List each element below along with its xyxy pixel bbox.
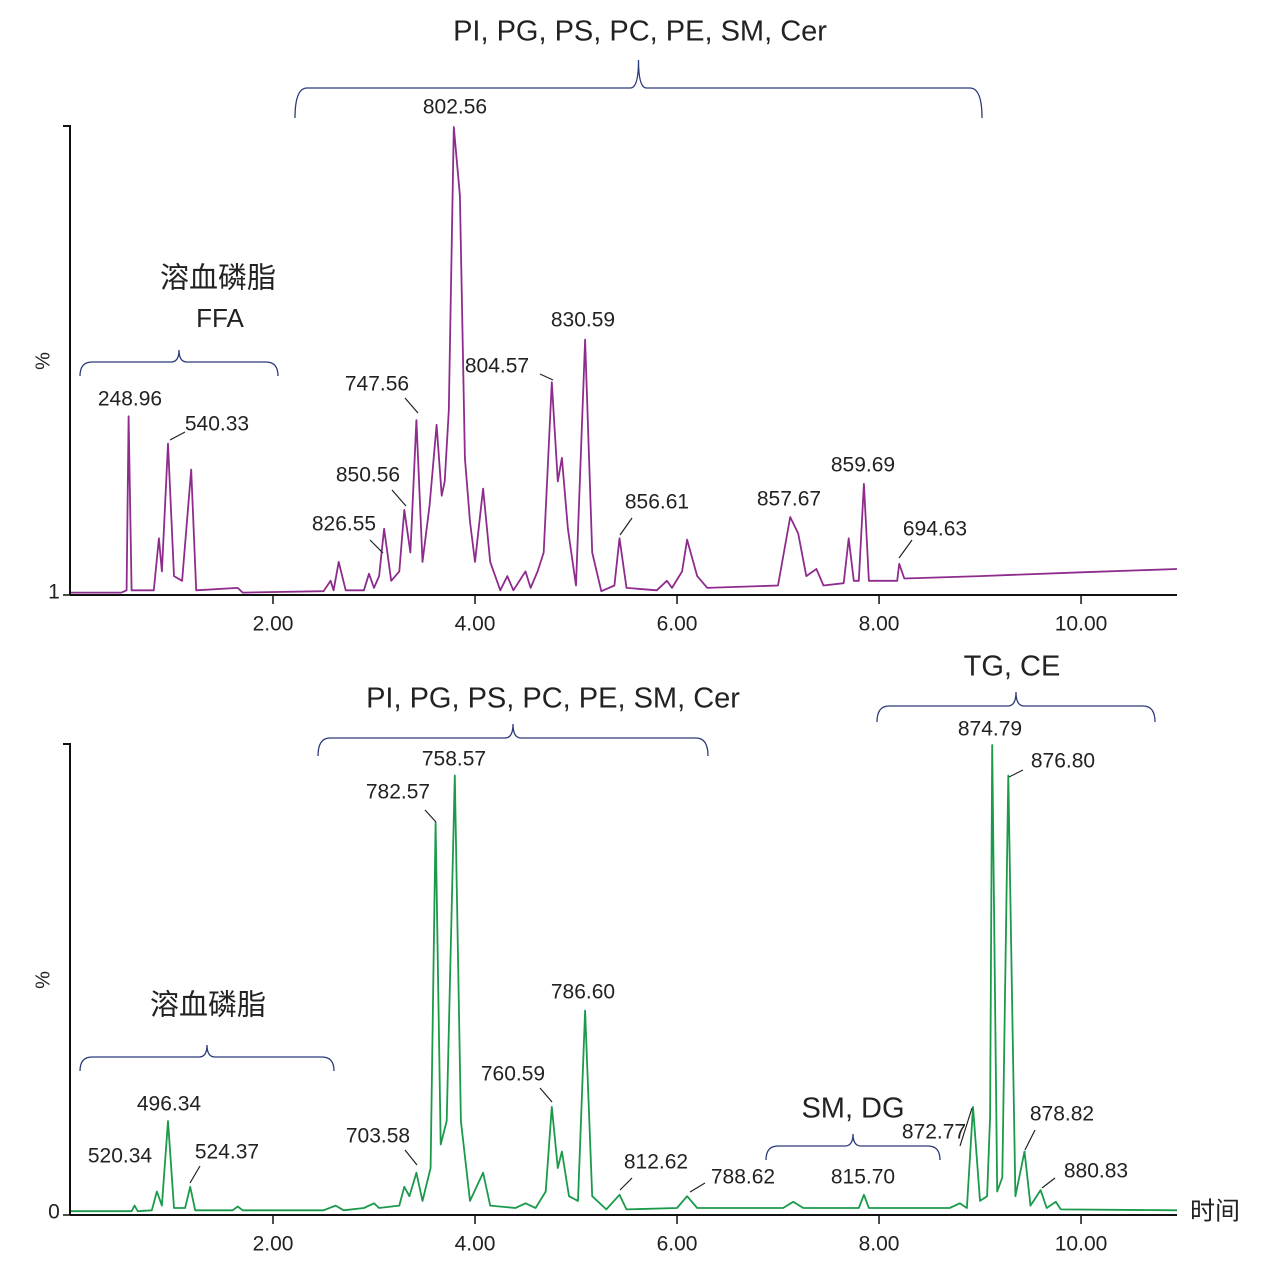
y-axis-label: % <box>32 971 54 989</box>
group-bracket <box>876 691 1156 723</box>
group-sublabel: FFA <box>196 303 244 333</box>
peak-leader <box>189 1165 201 1184</box>
peak-leader <box>619 1177 633 1191</box>
x-tick-label: 2.00 <box>253 613 294 636</box>
x-tick-label: 4.00 <box>455 1233 496 1256</box>
peak-leader <box>391 489 407 507</box>
y-axis-label: % <box>32 352 54 370</box>
peak-label: 872.77 <box>902 1121 966 1144</box>
peak-label: 880.83 <box>1064 1160 1128 1183</box>
x-tick-label: 8.00 <box>859 1233 900 1256</box>
peak-label: 786.60 <box>551 981 615 1004</box>
chromatogram-trace <box>71 744 1178 1213</box>
peak-leader <box>689 1182 706 1193</box>
x-tick-label: 10.00 <box>1055 613 1108 636</box>
group-bracket <box>79 349 279 377</box>
peak-label: 747.56 <box>345 373 409 396</box>
y-tick-label: 0 <box>48 1201 60 1224</box>
peak-label: 804.57 <box>465 355 529 378</box>
peak-leader <box>539 373 554 381</box>
peak-label: 874.79 <box>958 718 1022 741</box>
peak-label: 760.59 <box>481 1063 545 1086</box>
peak-leader <box>369 539 384 554</box>
y-tick-label: 1 <box>48 581 60 604</box>
peak-leader <box>539 1087 553 1103</box>
x-tick-label: 6.00 <box>657 613 698 636</box>
peak-label: 694.63 <box>903 518 967 541</box>
peak-label: 540.33 <box>185 413 249 436</box>
peak-leader <box>898 539 913 559</box>
peak-label: 788.62 <box>711 1166 775 1189</box>
group-label: TG, CE <box>964 651 1061 683</box>
x-tick-label: 4.00 <box>455 613 496 636</box>
peak-leader <box>1008 769 1024 778</box>
peak-label: 758.57 <box>422 748 486 771</box>
peak-label: 815.70 <box>831 1166 895 1189</box>
peak-label: 857.67 <box>757 488 821 511</box>
peak-leader <box>959 1107 973 1147</box>
peak-label: 850.56 <box>336 464 400 487</box>
peak-label: 802.56 <box>423 96 487 119</box>
peak-label: 520.34 <box>88 1145 153 1168</box>
peak-label: 856.61 <box>625 491 689 514</box>
group-label: 溶血磷脂 <box>150 989 266 1022</box>
x-tick-label: 6.00 <box>657 1233 698 1256</box>
group-bracket <box>765 1133 941 1161</box>
peak-label: 812.62 <box>624 1151 688 1174</box>
group-bracket <box>317 723 709 757</box>
x-tick-label: 2.00 <box>253 1233 294 1256</box>
peak-label: 248.96 <box>98 388 162 411</box>
peak-label: 830.59 <box>551 309 615 332</box>
x-tick-label: 10.00 <box>1055 1233 1108 1256</box>
peak-leader <box>424 809 437 823</box>
x-axis-label: 时间 <box>1190 1198 1240 1226</box>
peak-leader <box>169 431 186 441</box>
group-label: SM, DG <box>801 1093 904 1125</box>
peak-label: 876.80 <box>1031 750 1095 773</box>
peak-label: 878.82 <box>1030 1103 1094 1126</box>
group-label: 溶血磷脂 <box>160 262 276 295</box>
chromatogram-trace <box>71 126 1178 594</box>
peak-label: 859.69 <box>831 454 895 477</box>
group-bracket <box>79 1044 335 1072</box>
x-tick-label: 8.00 <box>859 613 900 636</box>
peak-label: 524.37 <box>195 1141 259 1164</box>
peak-label: 826.55 <box>312 513 376 536</box>
peak-leader <box>404 1149 418 1166</box>
group-bracket <box>294 59 983 119</box>
peak-label: 496.34 <box>137 1093 202 1116</box>
peak-label: 703.58 <box>346 1125 410 1148</box>
group-label: PI, PG, PS, PC, PE, SM, Cer <box>366 683 740 715</box>
peak-leader <box>1041 1177 1056 1189</box>
peak-leader <box>1024 1129 1036 1151</box>
group-label: PI, PG, PS, PC, PE, SM, Cer <box>453 16 827 48</box>
peak-leader <box>619 517 633 536</box>
peak-leader <box>404 397 419 414</box>
peak-label: 782.57 <box>366 781 430 804</box>
